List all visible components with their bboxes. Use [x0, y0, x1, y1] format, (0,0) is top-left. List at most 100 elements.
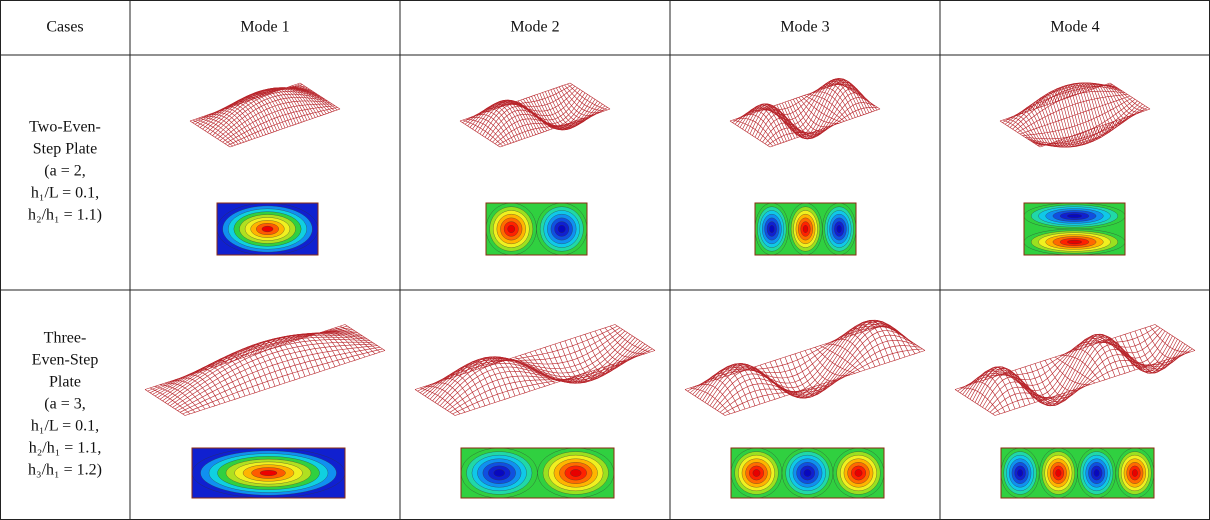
contour-ring: [1131, 469, 1138, 477]
contour-ring: [259, 470, 278, 476]
mesh-line: [159, 332, 361, 400]
case-label: Step Plate: [33, 141, 97, 158]
mesh-line: [212, 91, 323, 136]
mesh-line: [424, 330, 626, 397]
contour-ring: [769, 225, 775, 233]
mesh-line: [769, 108, 881, 148]
mesh-line: [1022, 97, 1133, 136]
mesh-line: [414, 324, 616, 390]
mesh-line: [987, 345, 1188, 411]
contour-ring: [1055, 469, 1062, 477]
mesh-line: [762, 97, 873, 143]
mesh-line: [164, 334, 366, 403]
mesh-line: [759, 92, 871, 141]
mesh-line: [177, 345, 378, 411]
contour-frame: [730, 447, 885, 499]
contour-ring: [803, 469, 812, 477]
mesh-line: [692, 323, 893, 395]
case-label: h₃/h₁ = 1.2): [28, 462, 102, 479]
mesh-line: [1012, 85, 1123, 130]
case-label: h₁/L = 0.1,: [31, 418, 99, 435]
contour-frame: [1000, 447, 1155, 499]
mesh-line: [227, 107, 338, 146]
mesh-line: [167, 336, 368, 405]
mesh-line: [977, 337, 1178, 406]
header-cell: Mode 1: [240, 19, 289, 36]
mode-shape-mesh: [414, 324, 656, 416]
mode-shape-mesh: [144, 324, 386, 416]
contour-plot: [754, 202, 857, 256]
mesh-line: [719, 345, 921, 413]
case-label: Three-: [44, 330, 87, 347]
case-label: Two-Even-: [29, 119, 101, 136]
mesh-line: [989, 347, 1191, 413]
mesh-line: [994, 350, 1196, 416]
case-label: h₂/h₁ = 1.1): [28, 207, 102, 224]
mesh-line: [979, 340, 1181, 407]
contour-frame: [216, 202, 319, 256]
contour-frame: [1023, 202, 1126, 256]
mesh-line: [712, 330, 913, 408]
mesh-line: [439, 340, 641, 407]
mesh-line: [499, 108, 611, 148]
contour-plot: [191, 447, 346, 499]
mesh-line: [494, 105, 606, 145]
mesh-line: [1034, 105, 1146, 146]
mesh-line: [427, 332, 628, 398]
header-cell: Mode 4: [1050, 19, 1099, 36]
mesh-line: [1024, 99, 1136, 140]
mesh-line: [999, 82, 1111, 122]
contour-ring: [261, 225, 274, 233]
mesh-line: [224, 105, 336, 145]
contour-frame: [191, 447, 346, 499]
case-label: (a = 2,: [44, 163, 85, 180]
mesh-line: [472, 90, 583, 130]
mesh-line: [179, 347, 381, 413]
mesh-line: [744, 78, 856, 133]
mesh-line: [219, 100, 331, 141]
mesh-line: [217, 97, 328, 140]
mesh-line: [982, 342, 1183, 408]
mesh-line: [724, 350, 926, 416]
mesh-line: [764, 102, 876, 145]
contour-ring: [493, 469, 505, 477]
mesh-line: [474, 92, 586, 131]
contour-plot: [1023, 202, 1126, 256]
header-cell: Cases: [46, 19, 83, 36]
mesh-line: [734, 82, 846, 125]
contour-ring: [1017, 469, 1024, 477]
contour-plot: [485, 202, 588, 256]
mesh-line: [444, 343, 646, 410]
mesh-line: [169, 339, 371, 407]
mesh-line: [1039, 108, 1151, 148]
contour-ring: [1093, 469, 1100, 477]
mesh-line: [447, 345, 648, 411]
contour-plot: [730, 447, 885, 499]
contour-plot: [1000, 447, 1155, 499]
header-cell: Mode 3: [780, 19, 829, 36]
mesh-line: [184, 350, 386, 416]
mesh-line: [182, 348, 383, 415]
mesh-line: [1019, 95, 1131, 135]
contour-frame: [460, 447, 615, 499]
mesh-line: [962, 329, 1163, 395]
case-label: h₂/h₁ = 1.1,: [29, 440, 102, 457]
mesh-line: [497, 107, 608, 146]
contour-ring: [1067, 239, 1082, 245]
contour-ring: [570, 469, 582, 477]
mesh-line: [1014, 90, 1126, 132]
case-label: Plate: [49, 374, 81, 391]
mesh-line: [429, 334, 631, 400]
mesh-line: [452, 348, 653, 415]
mesh-line: [984, 343, 1186, 410]
mesh-line: [1007, 82, 1118, 127]
mode-shape-mesh: [459, 82, 611, 148]
contour-ring: [854, 469, 863, 477]
contour-frame: [754, 202, 857, 256]
contour-ring: [507, 225, 516, 233]
contour-ring: [752, 469, 761, 477]
mesh-line: [714, 334, 916, 410]
mesh-line: [174, 343, 376, 410]
mesh-line: [209, 89, 321, 135]
contour-ring: [557, 225, 566, 233]
